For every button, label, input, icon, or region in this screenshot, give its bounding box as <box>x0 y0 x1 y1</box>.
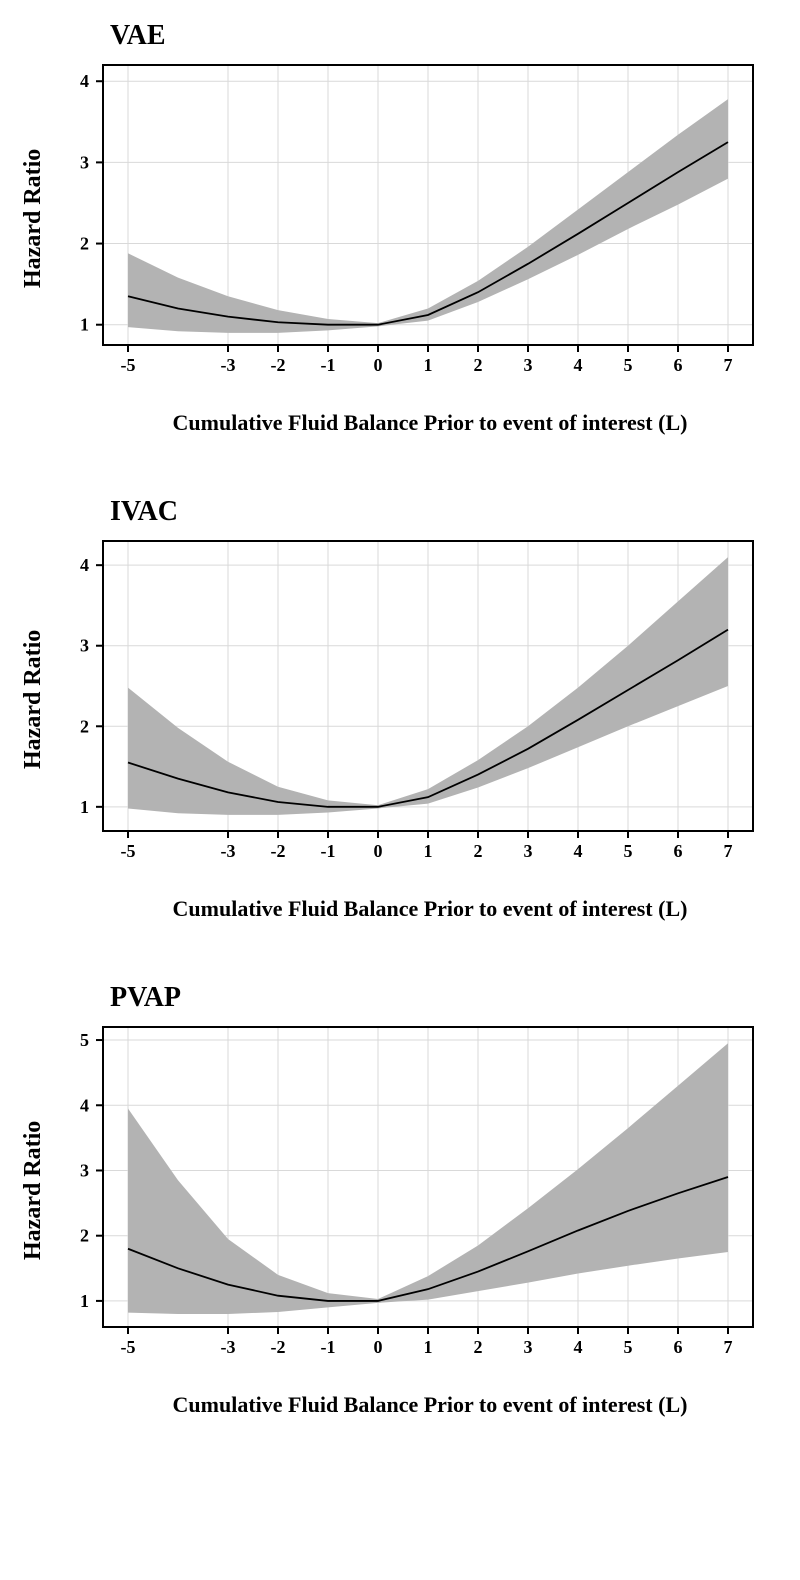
x-tick-label: 3 <box>524 1337 533 1357</box>
x-tick-label: 4 <box>574 1337 583 1357</box>
x-tick-label: 5 <box>624 841 633 861</box>
x-tick-label: 6 <box>674 355 683 375</box>
y-tick-label: 3 <box>80 152 89 172</box>
y-tick-label: 2 <box>80 234 89 254</box>
chart-panel-ivac: IVAC Hazard Ratio -5 -3 -2 -1 0 1 2 3 4 5 6 7 1 2 3 4 Cumu… <box>20 496 780 922</box>
x-tick-label: 3 <box>524 355 533 375</box>
panel-title: VAE <box>110 20 780 52</box>
panel-title: IVAC <box>110 496 780 528</box>
y-axis-label: Hazard Ratio <box>20 554 47 844</box>
x-tick-label: 7 <box>724 355 733 375</box>
y-tick-label: 4 <box>80 71 89 91</box>
x-tick-label: -2 <box>271 355 286 375</box>
y-tick-label: 2 <box>80 1226 89 1246</box>
x-tick-label: -2 <box>271 1337 286 1357</box>
y-tick-label: 1 <box>80 797 89 817</box>
x-tick-label: 0 <box>374 841 383 861</box>
chart-panel-vae: VAE Hazard Ratio -5 -3 -2 -1 0 1 2 3 4 5 6 7 1 2 3 4 Cumul… <box>20 20 780 436</box>
x-tick-label: -5 <box>121 355 136 375</box>
x-tick-label: -2 <box>271 841 286 861</box>
x-tick-label: 4 <box>574 355 583 375</box>
y-tick-label: 3 <box>80 636 89 656</box>
x-tick-label: -5 <box>121 841 136 861</box>
y-tick-label: 4 <box>80 555 89 575</box>
x-tick-label: 2 <box>474 1337 483 1357</box>
x-tick-label: 1 <box>424 841 433 861</box>
y-tick-label: 5 <box>80 1030 89 1050</box>
chart-svg: -5 -3 -2 -1 0 1 2 3 4 5 6 7 1 2 3 4 <box>53 536 758 861</box>
x-tick-label: 5 <box>624 1337 633 1357</box>
x-axis-label: Cumulative Fluid Balance Prior to event … <box>80 1392 780 1418</box>
y-axis-label: Hazard Ratio <box>20 78 47 358</box>
x-tick-label: 7 <box>724 1337 733 1357</box>
y-tick-label: 1 <box>80 1291 89 1311</box>
x-tick-label: 2 <box>474 355 483 375</box>
x-tick-label: 7 <box>724 841 733 861</box>
chart-svg: -5 -3 -2 -1 0 1 2 3 4 5 6 7 1 2 3 4 5 <box>53 1022 758 1357</box>
y-tick-label: 4 <box>80 1095 89 1115</box>
x-tick-label: 5 <box>624 355 633 375</box>
x-tick-label: 3 <box>524 841 533 861</box>
figure-container: VAE Hazard Ratio -5 -3 -2 -1 0 1 2 3 4 5 6 7 1 2 3 4 Cumul… <box>0 0 800 1518</box>
x-tick-label: 6 <box>674 841 683 861</box>
x-axis-label: Cumulative Fluid Balance Prior to event … <box>80 896 780 922</box>
chart-svg: -5 -3 -2 -1 0 1 2 3 4 5 6 7 1 2 3 4 <box>53 60 758 375</box>
x-tick-label: -1 <box>321 1337 336 1357</box>
y-axis-label: Hazard Ratio <box>20 1040 47 1340</box>
x-tick-label: -3 <box>221 1337 236 1357</box>
chart-panel-pvap: PVAP Hazard Ratio -5 -3 -2 -1 0 1 2 3 4 5 6 7 1 2 3 4 5 Cum… <box>20 982 780 1418</box>
x-axis-label: Cumulative Fluid Balance Prior to event … <box>80 410 780 436</box>
x-tick-label: 0 <box>374 1337 383 1357</box>
x-tick-label: -3 <box>221 841 236 861</box>
x-tick-label: 1 <box>424 1337 433 1357</box>
x-tick-label: -3 <box>221 355 236 375</box>
panel-title: PVAP <box>110 982 780 1014</box>
y-tick-label: 1 <box>80 315 89 335</box>
x-tick-label: 4 <box>574 841 583 861</box>
x-tick-label: -1 <box>321 841 336 861</box>
x-tick-label: -5 <box>121 1337 136 1357</box>
x-tick-label: -1 <box>321 355 336 375</box>
x-tick-label: 6 <box>674 1337 683 1357</box>
y-tick-label: 2 <box>80 716 89 736</box>
x-tick-label: 0 <box>374 355 383 375</box>
x-tick-label: 1 <box>424 355 433 375</box>
y-tick-label: 3 <box>80 1160 89 1180</box>
x-tick-label: 2 <box>474 841 483 861</box>
